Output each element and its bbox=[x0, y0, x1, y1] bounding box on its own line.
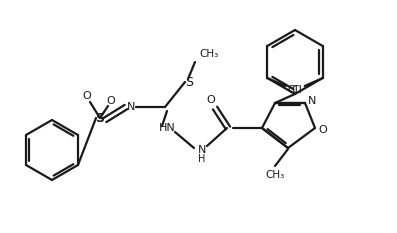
Text: S: S bbox=[96, 112, 104, 124]
Text: Cl: Cl bbox=[287, 85, 298, 95]
Text: Cl: Cl bbox=[292, 85, 303, 95]
Text: N: N bbox=[308, 96, 316, 106]
Text: CH₃: CH₃ bbox=[199, 49, 218, 59]
Text: N: N bbox=[127, 102, 135, 112]
Text: S: S bbox=[185, 75, 193, 89]
Text: CH₃: CH₃ bbox=[265, 170, 285, 180]
Text: O: O bbox=[319, 125, 328, 135]
Text: O: O bbox=[83, 91, 91, 101]
Text: H: H bbox=[198, 154, 206, 164]
Text: N: N bbox=[198, 145, 206, 155]
Text: HN: HN bbox=[159, 123, 175, 133]
Text: O: O bbox=[206, 95, 216, 105]
Text: O: O bbox=[107, 96, 116, 106]
